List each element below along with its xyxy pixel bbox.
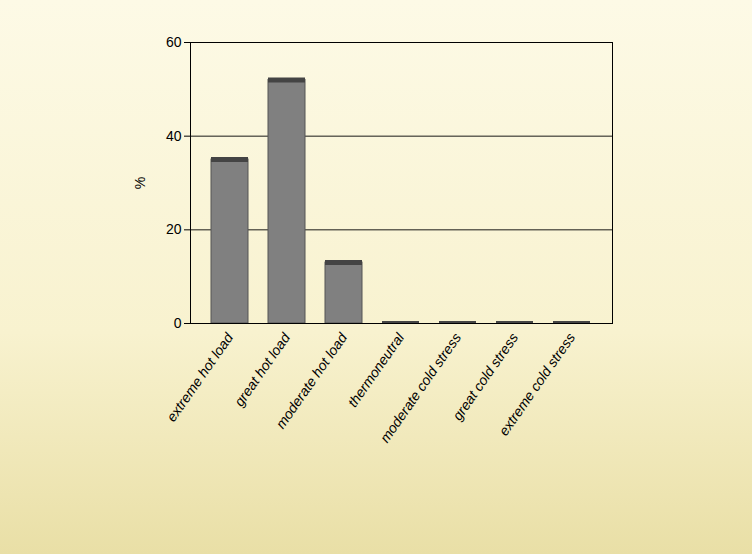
svg-text:thermoneutral: thermoneutral bbox=[344, 329, 407, 410]
svg-text:great cold stress: great cold stress bbox=[449, 329, 522, 424]
svg-text:extreme cold stress: extreme cold stress bbox=[495, 330, 578, 439]
svg-text:moderate cold stress: moderate cold stress bbox=[376, 330, 464, 446]
svg-text:extreme hot load: extreme hot load bbox=[163, 329, 237, 425]
svg-text:0: 0 bbox=[174, 315, 182, 331]
svg-text:moderate hot load: moderate hot load bbox=[272, 329, 351, 432]
svg-text:%: % bbox=[132, 177, 148, 189]
svg-text:60: 60 bbox=[166, 34, 182, 50]
svg-text:20: 20 bbox=[166, 221, 182, 237]
svg-text:40: 40 bbox=[166, 128, 182, 144]
svg-text:great hot load: great hot load bbox=[231, 329, 294, 409]
